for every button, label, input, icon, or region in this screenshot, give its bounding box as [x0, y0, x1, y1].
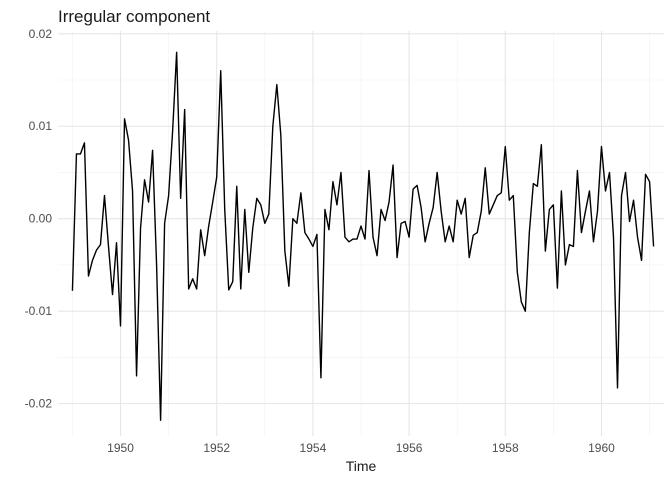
- series-line: [71, 51, 655, 421]
- grid: [58, 31, 664, 436]
- x-tick-label: 1952: [203, 441, 230, 455]
- x-axis-ticks: 1950 1952 1954 1956 1958 1960: [107, 441, 615, 455]
- y-tick-label: -0.01: [25, 304, 53, 318]
- y-tick-label: 0.01: [29, 119, 53, 133]
- y-tick-label: -0.02: [25, 397, 53, 411]
- y-tick-label: 0.00: [29, 212, 53, 226]
- y-axis-ticks: -0.02 -0.01 0.00 0.01 0.02: [25, 27, 53, 411]
- chart-title: Irregular component: [58, 7, 210, 26]
- x-tick-label: 1960: [588, 441, 615, 455]
- x-axis-label: Time: [346, 458, 377, 474]
- x-tick-label: 1956: [396, 441, 423, 455]
- x-tick-label: 1958: [492, 441, 519, 455]
- series-layer: [71, 51, 655, 421]
- x-tick-label: 1950: [107, 441, 134, 455]
- y-tick-label: 0.02: [29, 27, 53, 41]
- x-tick-label: 1954: [300, 441, 327, 455]
